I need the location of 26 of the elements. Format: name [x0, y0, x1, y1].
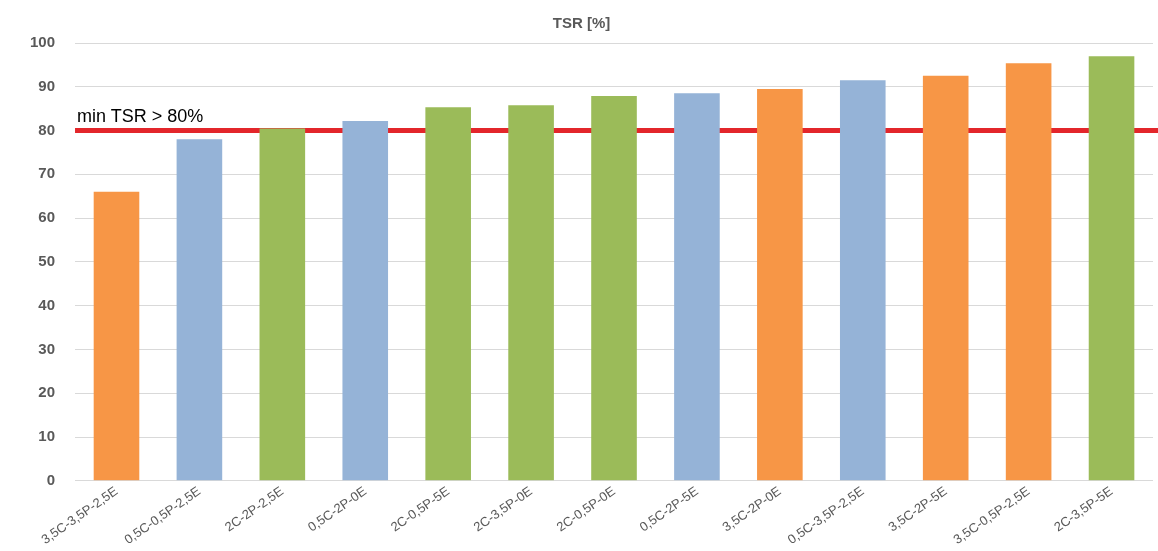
bar: [176, 139, 223, 481]
bar: [1005, 63, 1052, 481]
bar: [425, 107, 471, 481]
y-tick-label: 10: [38, 427, 56, 445]
bar: [259, 128, 306, 481]
y-tick-label: 0: [46, 470, 56, 488]
y-tick-label: 70: [38, 164, 56, 182]
bar: [922, 75, 969, 481]
y-tick-label: 40: [38, 295, 56, 313]
chart-title: TSR [%]: [552, 14, 611, 32]
bar: [674, 93, 720, 481]
bar: [839, 80, 886, 481]
y-tick-label: 90: [38, 76, 56, 94]
y-tick-label: 60: [38, 208, 56, 226]
bar: [93, 191, 140, 481]
bar: [757, 88, 803, 481]
bar: [508, 105, 554, 481]
y-tick-label: 80: [38, 120, 56, 138]
y-tick-label: 50: [38, 252, 56, 270]
bar: [591, 95, 637, 481]
y-tick-label: 100: [30, 33, 56, 51]
y-tick-label: 20: [38, 383, 56, 401]
bar: [1088, 56, 1135, 481]
bar: [342, 120, 389, 481]
y-tick-label: 30: [38, 339, 56, 357]
ref-line-label: min TSR > 80%: [77, 105, 204, 126]
